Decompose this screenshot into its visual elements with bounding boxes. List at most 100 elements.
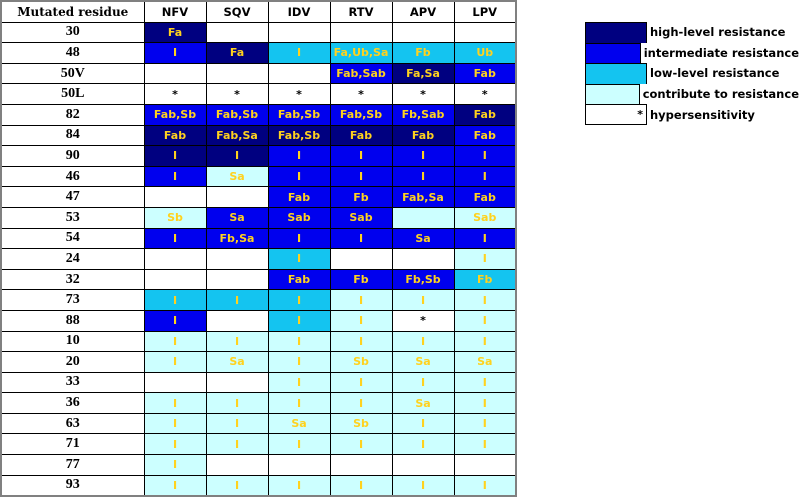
resistance-cell: Fab	[453, 62, 517, 85]
residue-label: 47	[0, 186, 145, 208]
legend-swatch	[585, 83, 640, 105]
resistance-cell	[205, 454, 269, 476]
resistance-cell: I	[267, 227, 331, 250]
table-row: 30 Fa	[0, 21, 517, 44]
resistance-cell: *	[143, 83, 207, 105]
legend-item: intermediate resistance	[585, 42, 799, 64]
resistance-cell: I	[143, 454, 207, 476]
legend-swatch	[585, 42, 641, 64]
resistance-cell: I	[205, 145, 269, 167]
resistance-cell: Fab,Sa	[205, 124, 269, 147]
column-header-rtv: RTV	[329, 0, 393, 23]
residue-label: 90	[0, 145, 145, 167]
resistance-cell: I	[329, 392, 393, 414]
table-row: 50V Fab,Sab Fa,Sa Fab	[0, 62, 517, 85]
resistance-cell	[453, 454, 517, 476]
resistance-cell	[143, 186, 207, 208]
resistance-cell: I	[205, 289, 269, 311]
resistance-cell: I	[143, 309, 207, 332]
resistance-cell: Fab	[391, 124, 455, 147]
resistance-cell: I	[143, 433, 207, 456]
resistance-cell	[205, 62, 269, 85]
resistance-cell: Fb	[391, 42, 455, 64]
resistance-cell: I	[143, 227, 207, 250]
resistance-cell	[267, 21, 331, 44]
table-row: 82 Fab,Sb Fab,Sb Fab,Sb Fab,Sb Fb,Sab Fab	[0, 103, 517, 126]
residue-label: 48	[0, 42, 145, 64]
resistance-cell: Sb	[329, 351, 393, 373]
resistance-cell: Ub	[453, 42, 517, 64]
resistance-cell	[391, 454, 455, 476]
residue-label: 93	[0, 474, 145, 497]
legend-swatch	[585, 22, 647, 43]
resistance-table: Mutated residue NFV SQV IDV RTV APV LPV 30 Fa 48…	[0, 0, 517, 497]
resistance-cell: Sab	[329, 206, 393, 229]
resistance-cell: I	[329, 227, 393, 250]
resistance-cell: *	[391, 309, 455, 332]
resistance-cell: I	[453, 289, 517, 311]
column-header-idv: IDV	[267, 0, 331, 23]
legend-label: high-level resistance	[650, 25, 786, 40]
resistance-cell	[143, 248, 207, 270]
resistance-cell: *	[453, 83, 517, 105]
resistance-cell: Sb	[329, 412, 393, 435]
resistance-cell: I	[453, 474, 517, 497]
resistance-cell: *	[267, 83, 331, 105]
residue-label: 30	[0, 21, 145, 44]
column-header-apv: APV	[391, 0, 455, 23]
resistance-cell: Fa,Ub,Sa	[329, 42, 393, 64]
resistance-cell	[205, 248, 269, 270]
resistance-cell: Fb	[329, 186, 393, 208]
table-row: 33 I I I I	[0, 371, 517, 394]
residue-label: 73	[0, 289, 145, 311]
resistance-cell: Fab,Sa	[391, 186, 455, 208]
table-row: 77 I	[0, 454, 517, 476]
resistance-cell: Fab	[453, 103, 517, 126]
resistance-cell: I	[267, 145, 331, 167]
residue-label: 63	[0, 412, 145, 435]
resistance-cell: I	[267, 309, 331, 332]
resistance-cell	[329, 454, 393, 476]
resistance-cell	[143, 268, 207, 291]
resistance-cell: I	[143, 330, 207, 353]
resistance-cell: Fab,Sb	[143, 103, 207, 126]
column-header-sqv: SQV	[205, 0, 269, 23]
resistance-cell: I	[143, 42, 207, 64]
table-row: 47 Fab Fb Fab,Sa Fab	[0, 186, 517, 208]
resistance-cell: I	[205, 392, 269, 414]
resistance-cell: I	[391, 433, 455, 456]
resistance-cell: I	[205, 474, 269, 497]
resistance-cell: I	[267, 351, 331, 373]
resistance-cell: Fa	[205, 42, 269, 64]
resistance-cell: Fab	[453, 186, 517, 208]
residue-label: 77	[0, 454, 145, 476]
residue-label: 71	[0, 433, 145, 456]
residue-label: 50L	[0, 83, 145, 105]
residue-label: 54	[0, 227, 145, 250]
resistance-cell: I	[453, 227, 517, 250]
resistance-cell: Fab,Sb	[267, 103, 331, 126]
table-row: 90 I I I I I I	[0, 145, 517, 167]
legend-item: high-level resistance	[585, 22, 799, 43]
table-row: 84 Fab Fab,Sa Fab,Sb Fab Fab Fab	[0, 124, 517, 147]
resistance-cell: I	[453, 330, 517, 353]
resistance-cell: I	[267, 330, 331, 353]
resistance-cell: I	[453, 371, 517, 394]
table-row: 71 I I I I I I	[0, 433, 517, 456]
table-row: 46 I Sa I I I I	[0, 165, 517, 188]
residue-label: 20	[0, 351, 145, 373]
resistance-cell: I	[453, 412, 517, 435]
resistance-cell: I	[143, 289, 207, 311]
legend-swatch	[585, 63, 647, 84]
table-row: 36 I I I I Sa I	[0, 392, 517, 414]
resistance-cell: I	[267, 165, 331, 188]
table-row: 88 I I I * I	[0, 309, 517, 332]
resistance-cell: *	[205, 83, 269, 105]
legend-label: intermediate resistance	[643, 45, 799, 60]
table-row: 63 I I Sa Sb I I	[0, 412, 517, 435]
resistance-cell: Sab	[453, 206, 517, 229]
resistance-cell: I	[143, 474, 207, 497]
resistance-cell: Fab,Sb	[329, 103, 393, 126]
resistance-cell: Sa	[205, 206, 269, 229]
resistance-cell: Fab	[267, 186, 331, 208]
